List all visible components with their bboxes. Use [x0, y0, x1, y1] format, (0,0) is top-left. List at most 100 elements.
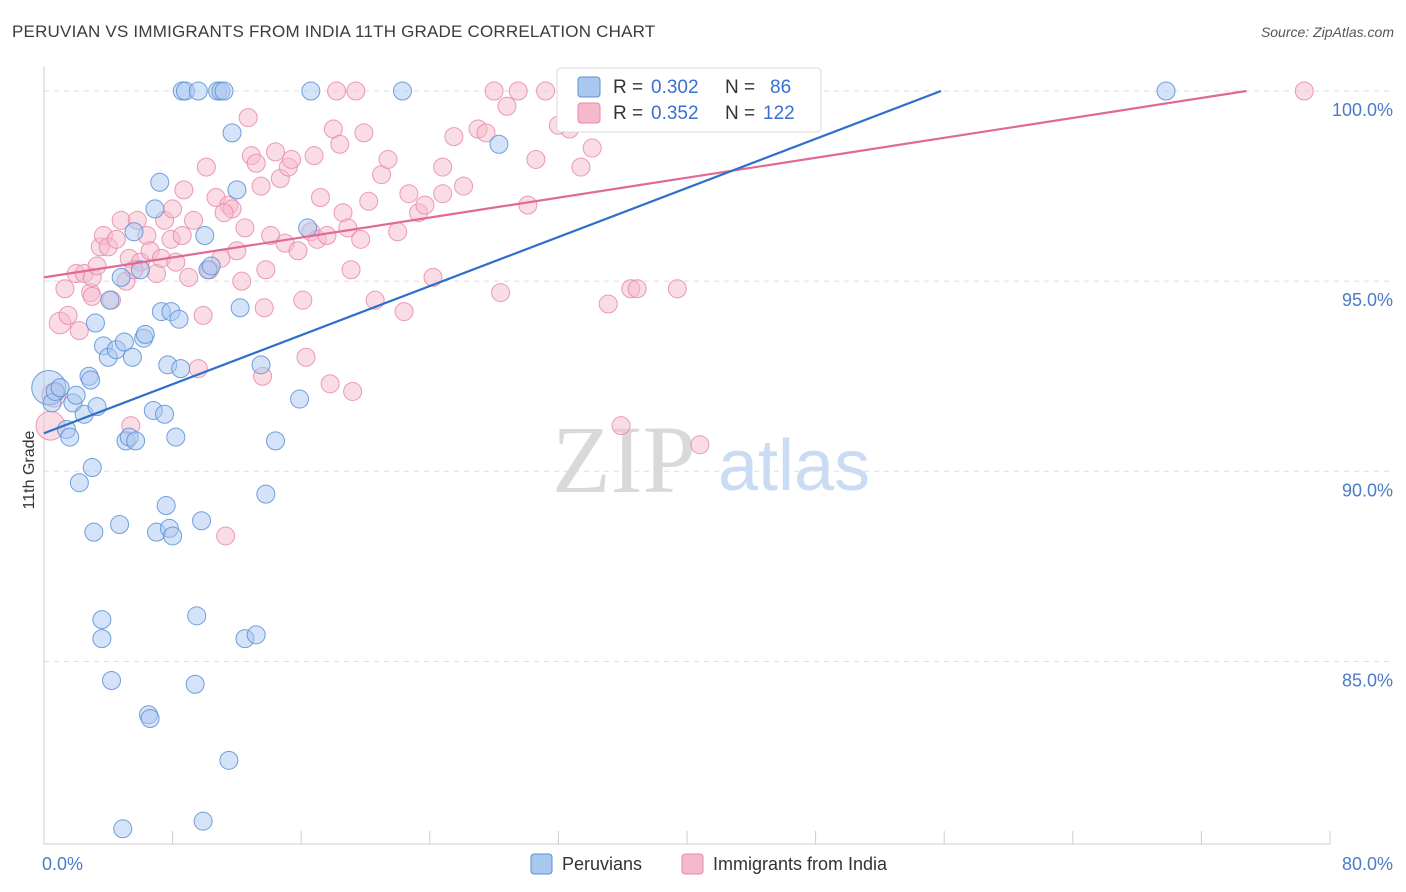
y-axis-label: 11th Grade	[21, 430, 38, 509]
india-point	[163, 199, 183, 219]
peruvian-point	[166, 427, 186, 447]
india-point	[232, 271, 252, 291]
india-point	[394, 302, 414, 322]
india-point	[433, 157, 453, 177]
peruvian-point	[256, 484, 276, 504]
legend-india-swatch	[681, 853, 704, 875]
peruvian-point	[301, 81, 321, 101]
india-point	[1294, 81, 1314, 101]
india-point	[251, 176, 271, 196]
india-point	[310, 187, 330, 207]
india-point	[627, 279, 647, 299]
peruvian-point	[298, 218, 318, 238]
peruvian-r-label: R =	[613, 77, 643, 98]
india-point	[296, 347, 316, 367]
india-point	[179, 267, 199, 287]
peruvian-point	[150, 172, 170, 192]
peruvian-point	[110, 515, 130, 535]
peruvian-n-value: 86	[770, 77, 791, 98]
india-point	[227, 241, 247, 261]
india-point	[106, 229, 126, 249]
peruvian-point	[227, 180, 247, 200]
y-tick-label-3: 100.0%	[1332, 100, 1393, 120]
india-point	[497, 96, 517, 116]
india-point	[82, 286, 102, 306]
peruvian-point	[230, 298, 250, 318]
grid-lines	[44, 90, 1392, 662]
peruvian-point	[60, 427, 80, 447]
peruvian-point	[114, 332, 134, 352]
peruvian-swatch	[577, 76, 601, 98]
india-n-label: N =	[725, 103, 755, 124]
india-point	[354, 123, 374, 143]
peruvian-point	[113, 819, 133, 839]
axes	[43, 66, 1331, 845]
peruvian-point	[135, 324, 155, 344]
india-point	[330, 134, 350, 154]
chart-source: Source: ZipAtlas.com	[1260, 24, 1394, 40]
india-point	[293, 290, 313, 310]
peruvian-point	[69, 473, 89, 493]
bottom-legend: Peruvians Immigrants from India	[530, 853, 888, 875]
india-point	[508, 81, 528, 101]
india-point	[388, 222, 408, 242]
watermark-atlas: atlas	[718, 426, 870, 506]
india-point	[246, 153, 266, 173]
india-point	[378, 149, 398, 169]
stats-legend-box	[556, 67, 822, 133]
peruvian-n-label: N =	[725, 77, 755, 98]
peruvian-point	[246, 625, 266, 645]
india-point	[598, 294, 618, 314]
peruvian-point	[222, 123, 242, 143]
india-swatch	[577, 102, 601, 124]
peruvian-point	[265, 431, 285, 451]
peruvian-point	[155, 404, 175, 424]
india-r-value: 0.352	[651, 103, 699, 124]
india-r-label: R =	[613, 103, 643, 124]
india-point	[454, 176, 474, 196]
y-tick-label-0: 85.0%	[1342, 670, 1393, 690]
india-point	[491, 283, 511, 303]
peruvian-point	[122, 347, 142, 367]
peruvian-point	[140, 709, 160, 729]
india-point	[433, 184, 453, 204]
india-point	[327, 81, 347, 101]
india-point	[254, 298, 274, 318]
legend-peruvian-swatch	[530, 853, 553, 875]
peruvian-trend-line	[43, 89, 942, 435]
india-point	[216, 526, 236, 546]
india-point	[571, 157, 591, 177]
peruvian-point	[81, 370, 101, 390]
india-point	[87, 256, 107, 276]
india-trend-line	[43, 89, 1247, 279]
india-point	[423, 267, 443, 287]
peruvian-points	[31, 81, 1176, 839]
india-point	[444, 127, 464, 147]
india-point	[265, 142, 285, 162]
india-point	[484, 81, 504, 101]
peruvian-point	[156, 496, 176, 516]
peruvian-point	[489, 134, 509, 154]
peruvian-point	[145, 199, 165, 219]
peruvian-r-value: 0.302	[651, 77, 699, 98]
india-point	[193, 305, 213, 325]
peruvian-point	[1156, 81, 1176, 101]
india-point	[476, 123, 496, 143]
india-point	[55, 279, 75, 299]
peruvian-point	[163, 526, 183, 546]
india-point	[304, 146, 324, 166]
peruvian-point	[66, 385, 86, 405]
india-point	[346, 81, 366, 101]
india-point	[320, 374, 340, 394]
india-point	[214, 203, 234, 223]
legend-india-label: Immigrants from India	[713, 854, 888, 874]
india-point	[415, 195, 435, 215]
india-point	[256, 260, 276, 280]
peruvian-point	[102, 670, 122, 690]
x-tick-labels: 0.0% 80.0%	[42, 854, 1393, 874]
peruvian-point	[392, 81, 412, 101]
india-point	[69, 321, 89, 341]
peruvian-point	[193, 811, 213, 831]
watermark: ZIP atlas	[552, 406, 870, 513]
peruvian-point	[50, 378, 70, 398]
